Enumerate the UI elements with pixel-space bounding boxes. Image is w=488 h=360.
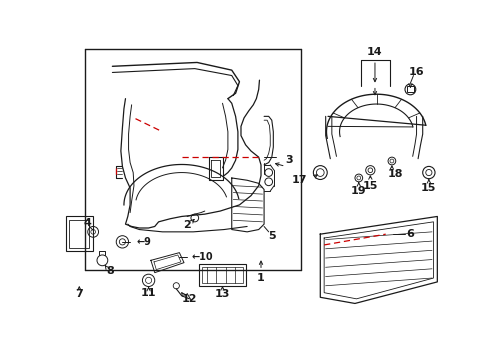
Text: 14: 14 <box>366 48 382 58</box>
Text: 13: 13 <box>214 289 230 299</box>
Text: 15: 15 <box>362 181 377 191</box>
Text: ←9: ←9 <box>136 237 151 247</box>
Bar <box>406 86 413 93</box>
Text: 6: 6 <box>406 229 413 239</box>
Text: 16: 16 <box>408 67 424 77</box>
Bar <box>69 220 89 248</box>
Text: 3: 3 <box>285 155 293 165</box>
Text: 4: 4 <box>83 217 91 228</box>
Text: 12: 12 <box>181 294 197 304</box>
Text: 17: 17 <box>291 175 306 185</box>
Text: 5: 5 <box>267 231 275 241</box>
Text: 11: 11 <box>141 288 156 298</box>
Text: 8: 8 <box>106 266 114 276</box>
Text: 7: 7 <box>75 289 83 299</box>
Text: 1: 1 <box>257 273 264 283</box>
Text: ←10: ←10 <box>191 252 213 262</box>
Text: 19: 19 <box>350 186 366 196</box>
Bar <box>66 216 93 251</box>
Text: 18: 18 <box>386 169 402 179</box>
Text: 2: 2 <box>183 220 191 230</box>
Bar <box>199 264 245 286</box>
Bar <box>202 266 243 283</box>
Text: 15: 15 <box>420 183 436 193</box>
